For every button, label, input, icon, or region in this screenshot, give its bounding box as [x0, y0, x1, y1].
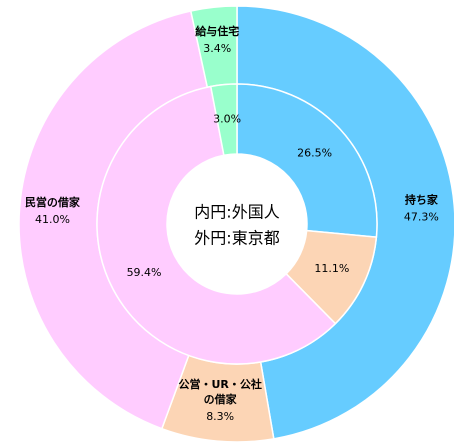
- center-label: 外円:東京都: [194, 229, 279, 248]
- value-label: 3.4%: [203, 42, 231, 55]
- value-label: 11.1%: [314, 262, 349, 275]
- slice-label: 民営の借家 41.0%: [25, 195, 81, 226]
- category-label: 持ち家: [405, 192, 439, 206]
- value-label: 8.3%: [206, 410, 234, 423]
- slice-label: 11.1%: [314, 262, 349, 275]
- value-label: 26.5%: [297, 146, 332, 159]
- slice-label: 持ち家 47.3%: [404, 192, 439, 223]
- category-label: 給与住宅: [195, 24, 239, 38]
- donut-slice: [236, 83, 378, 238]
- value-label: 59.4%: [127, 266, 162, 279]
- slice-label: 給与住宅 3.4%: [195, 24, 239, 55]
- category-label: 公営・UR・公社の借家: [178, 377, 261, 406]
- slice-label: 公営・UR・公社の借家 8.3%: [178, 377, 261, 423]
- center-label: 内円:外国人: [194, 203, 279, 222]
- slice-label: 26.5%: [297, 146, 332, 159]
- slice-label: 3.0%: [213, 112, 241, 125]
- category-label: 民営の借家: [25, 195, 81, 209]
- slice-label: 59.4%: [127, 266, 162, 279]
- value-label: 47.3%: [404, 210, 439, 223]
- donut-slice: [96, 85, 337, 365]
- donut-slice: [209, 83, 238, 157]
- value-label: 41.0%: [35, 213, 70, 226]
- donut-hole: [168, 155, 306, 293]
- value-label: 3.0%: [213, 112, 241, 125]
